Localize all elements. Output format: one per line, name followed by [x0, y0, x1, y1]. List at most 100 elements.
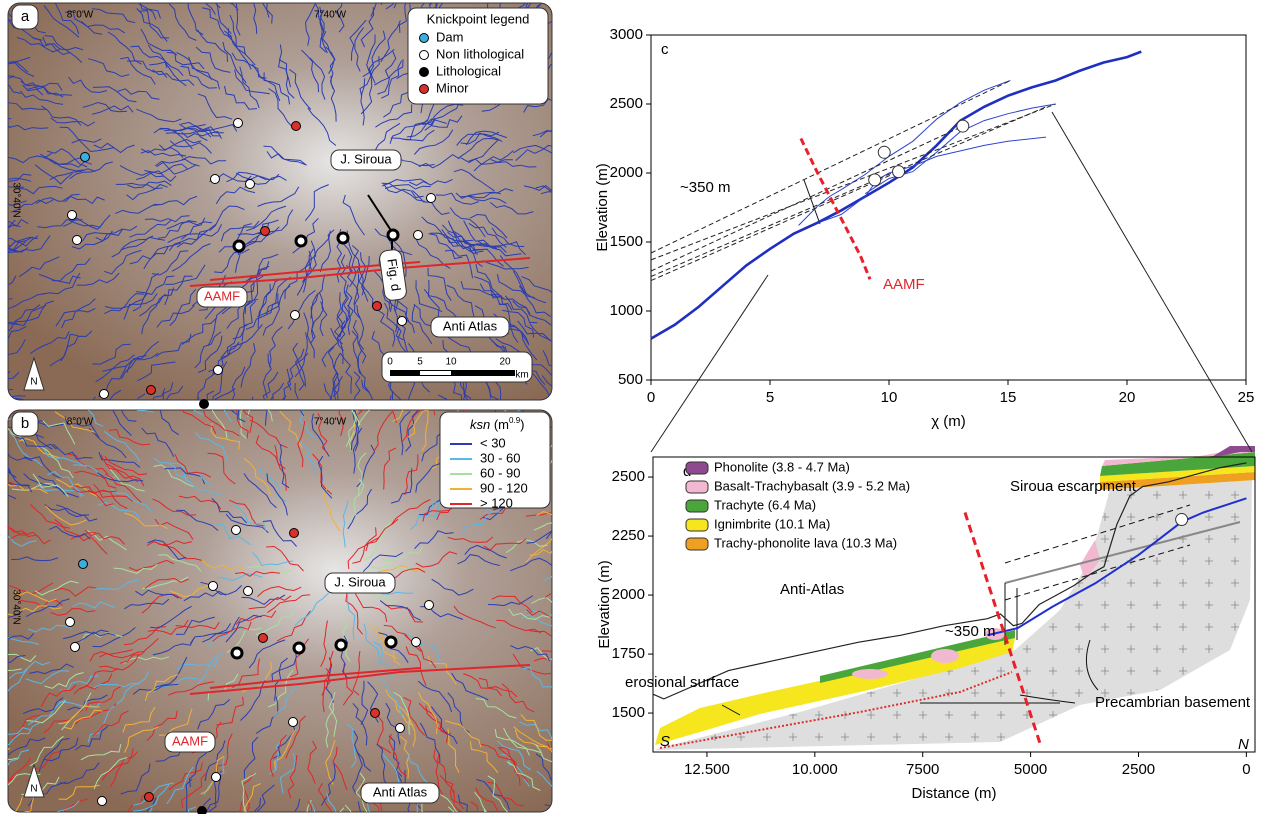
scale-bar	[420, 371, 451, 375]
stream	[136, 275, 175, 295]
legend-title-part: ksn	[470, 417, 490, 432]
stream	[240, 342, 256, 388]
stream	[23, 473, 66, 496]
stream	[32, 473, 69, 498]
stream	[242, 772, 254, 812]
label: N	[30, 784, 37, 795]
label: N	[1238, 736, 1249, 753]
stream	[72, 631, 116, 644]
stream	[44, 504, 90, 516]
stream	[93, 757, 128, 790]
stream	[105, 463, 145, 487]
line	[799, 137, 872, 280]
stream	[11, 556, 59, 562]
stream	[441, 229, 482, 251]
plot-frame	[652, 456, 1256, 753]
stream	[144, 674, 179, 702]
knickpoint	[413, 230, 423, 240]
stream	[146, 710, 178, 741]
stream	[257, 186, 300, 207]
stream	[479, 743, 516, 769]
stream	[153, 457, 191, 483]
scale-bar	[390, 370, 515, 376]
stream	[408, 377, 416, 400]
stream	[475, 698, 517, 719]
label: 0	[387, 357, 393, 368]
stream	[42, 420, 76, 445]
stream	[18, 605, 62, 613]
label: 1500	[610, 233, 643, 250]
stream	[224, 85, 258, 110]
stream	[510, 557, 552, 572]
stream	[233, 503, 267, 532]
stream	[399, 411, 411, 456]
stream	[467, 188, 514, 199]
stream	[54, 586, 97, 597]
stream	[92, 627, 136, 648]
stream	[10, 531, 51, 545]
stream	[369, 30, 386, 74]
stream	[349, 478, 365, 521]
stream	[488, 595, 533, 607]
stream	[107, 31, 142, 65]
stream	[532, 129, 552, 141]
label: AAMF	[204, 288, 240, 303]
place-box	[330, 149, 402, 171]
stream	[168, 762, 203, 791]
stream	[46, 148, 88, 168]
stream	[303, 799, 312, 812]
stream	[149, 61, 187, 87]
stream	[253, 784, 275, 812]
stream	[401, 410, 422, 443]
stream	[8, 372, 20, 400]
stream	[376, 743, 390, 788]
label: J. Siroua	[334, 574, 386, 589]
stream	[50, 608, 96, 616]
stream	[337, 410, 344, 436]
stream	[58, 705, 100, 725]
stream	[434, 3, 449, 12]
stream	[244, 275, 264, 315]
label: Knickpoint legend	[427, 11, 530, 26]
stream	[370, 564, 418, 570]
stream	[252, 552, 294, 567]
stream	[12, 590, 57, 603]
stream	[52, 257, 91, 282]
label: > 120	[480, 495, 513, 510]
stream	[123, 626, 166, 646]
knickpoint	[370, 708, 380, 718]
stream	[357, 349, 370, 393]
stream	[27, 699, 67, 726]
stream	[70, 534, 108, 555]
stream	[268, 326, 283, 368]
label: 60 - 90	[480, 465, 520, 480]
stream	[30, 331, 70, 355]
stream	[8, 49, 29, 73]
stream	[278, 44, 291, 88]
stream	[101, 748, 134, 781]
stream	[147, 539, 187, 561]
stream	[8, 737, 46, 758]
label: Ignimbrite (10.1 Ma)	[714, 516, 830, 531]
stream	[396, 704, 416, 747]
stream	[103, 410, 137, 422]
stream	[149, 410, 179, 436]
stream	[92, 86, 137, 103]
stream	[139, 10, 170, 39]
stream	[8, 197, 27, 206]
stream	[343, 291, 351, 336]
stream	[215, 186, 256, 205]
stream	[99, 650, 145, 659]
stream	[533, 657, 552, 672]
stream	[478, 240, 525, 247]
stream	[325, 702, 334, 748]
knickpoint	[877, 145, 891, 159]
stream	[129, 246, 169, 265]
stream	[104, 249, 142, 275]
stream	[38, 273, 81, 284]
stream	[8, 483, 17, 500]
stream	[37, 475, 79, 498]
stream	[243, 457, 271, 495]
stream	[225, 614, 262, 643]
stream	[349, 410, 359, 451]
